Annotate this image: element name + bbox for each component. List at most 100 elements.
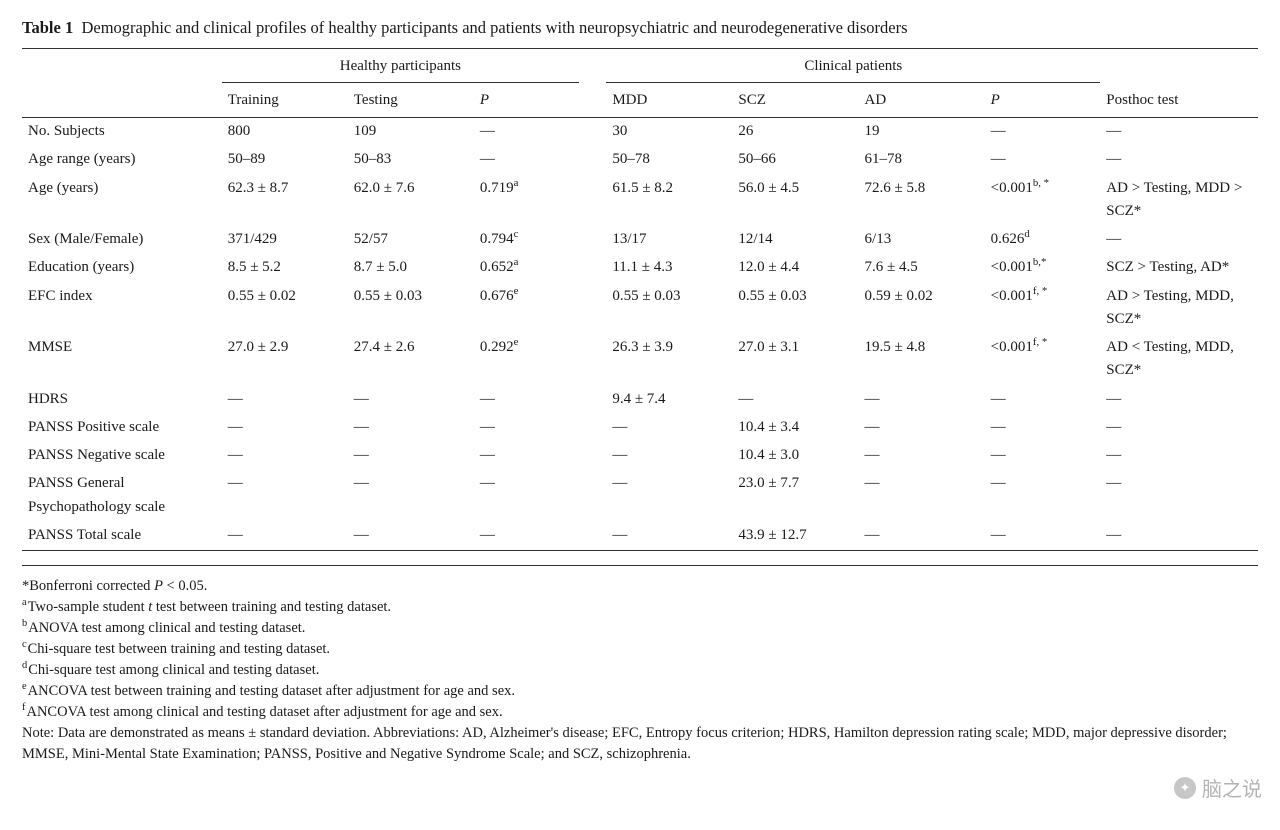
footnote-d: dChi-square test among clinical and test… [22,660,1258,681]
cell-mdd: 9.4 ± 7.4 [606,385,732,413]
cell-scz: 23.0 ± 7.7 [732,470,858,522]
row-label: MMSE [22,334,222,386]
row-label: PANSS General Psychopathology scale [22,470,222,522]
cell-p-healthy: 0.794c [474,226,579,254]
col-mdd: MDD [606,83,732,117]
gap [579,442,606,470]
cell-ad: 19.5 ± 4.8 [859,334,985,386]
cell-p-clinical: <0.001b, * [985,174,1101,226]
cell-ad: 61–78 [859,146,985,174]
cell-posthoc: — [1100,117,1258,146]
table-row: PANSS General Psychopathology scale————2… [22,470,1258,522]
cell-posthoc: AD > Testing, MDD > SCZ* [1100,174,1258,226]
cell-training: 27.0 ± 2.9 [222,334,348,386]
col-testing: Testing [348,83,474,117]
demographics-table: Healthy participants Clinical patients T… [22,48,1258,551]
cell-testing: 0.55 ± 0.03 [348,282,474,334]
cell-p-healthy: — [474,442,579,470]
table-row: No. Subjects800109—302619—— [22,117,1258,146]
cell-p-clinical: — [985,146,1101,174]
spanner-clinical: Clinical patients [606,49,1100,83]
cell-ad: 72.6 ± 5.8 [859,174,985,226]
spanner-healthy: Healthy participants [222,49,579,83]
cell-p-healthy: 0.676e [474,282,579,334]
gap [579,226,606,254]
cell-mdd: 30 [606,117,732,146]
cell-p-healthy: — [474,470,579,522]
row-label: Sex (Male/Female) [22,226,222,254]
cell-mdd: 11.1 ± 4.3 [606,254,732,282]
cell-scz: 26 [732,117,858,146]
footnote-c: cChi-square test between training and te… [22,639,1258,660]
wechat-icon: ✦ [1174,777,1196,799]
cell-p-clinical: <0.001f, * [985,282,1101,334]
cell-training: — [222,413,348,441]
row-label: Age (years) [22,174,222,226]
cell-mdd: — [606,470,732,522]
cell-scz: 56.0 ± 4.5 [732,174,858,226]
cell-testing: — [348,470,474,522]
table-row: PANSS Negative scale————10.4 ± 3.0——— [22,442,1258,470]
cell-training: — [222,385,348,413]
cell-posthoc: AD > Testing, MDD, SCZ* [1100,282,1258,334]
cell-scz: 12/14 [732,226,858,254]
table-row: MMSE27.0 ± 2.927.4 ± 2.60.292e26.3 ± 3.9… [22,334,1258,386]
cell-posthoc: — [1100,146,1258,174]
watermark: ✦ 脑之说 [1174,773,1262,802]
cell-p-healthy: 0.292e [474,334,579,386]
col-p-healthy: P [474,83,579,117]
col-p-clinical: P [985,83,1101,117]
gap [579,470,606,522]
footnote-star: *Bonferroni corrected P < 0.05. [22,576,1258,597]
cell-mdd: 50–78 [606,146,732,174]
cell-p-healthy: — [474,146,579,174]
cell-ad: 7.6 ± 4.5 [859,254,985,282]
table-footnotes: *Bonferroni corrected P < 0.05. aTwo-sam… [22,565,1258,765]
gap [579,385,606,413]
table-row: PANSS Total scale————43.9 ± 12.7——— [22,521,1258,550]
cell-testing: 52/57 [348,226,474,254]
cell-p-clinical: <0.001f, * [985,334,1101,386]
cell-training: 50–89 [222,146,348,174]
gap [579,146,606,174]
cell-training: 371/429 [222,226,348,254]
table-row: Age range (years)50–8950–83—50–7850–6661… [22,146,1258,174]
cell-mdd: 13/17 [606,226,732,254]
table-row: Education (years)8.5 ± 5.28.7 ± 5.00.652… [22,254,1258,282]
cell-testing: — [348,442,474,470]
cell-mdd: 0.55 ± 0.03 [606,282,732,334]
cell-scz: — [732,385,858,413]
table-row: HDRS———9.4 ± 7.4———— [22,385,1258,413]
cell-testing: 27.4 ± 2.6 [348,334,474,386]
gap [579,413,606,441]
footnote-a: aTwo-sample student t test between train… [22,597,1258,618]
cell-ad: — [859,413,985,441]
gap [579,254,606,282]
cell-p-healthy: — [474,413,579,441]
cell-p-clinical: — [985,117,1101,146]
cell-testing: 50–83 [348,146,474,174]
cell-scz: 10.4 ± 3.4 [732,413,858,441]
row-label: EFC index [22,282,222,334]
cell-ad: — [859,470,985,522]
cell-p-clinical: 0.626d [985,226,1101,254]
cell-mdd: 61.5 ± 8.2 [606,174,732,226]
cell-p-healthy: — [474,117,579,146]
col-training: Training [222,83,348,117]
cell-mdd: — [606,442,732,470]
row-label: Age range (years) [22,146,222,174]
cell-posthoc: — [1100,470,1258,522]
cell-p-clinical: — [985,385,1101,413]
footnote-b: bANOVA test among clinical and testing d… [22,618,1258,639]
cell-ad: — [859,442,985,470]
row-label: PANSS Total scale [22,521,222,550]
gap [579,174,606,226]
cell-testing: 62.0 ± 7.6 [348,174,474,226]
cell-testing: — [348,413,474,441]
cell-scz: 12.0 ± 4.4 [732,254,858,282]
col-scz: SCZ [732,83,858,117]
table-body: No. Subjects800109—302619——Age range (ye… [22,117,1258,550]
row-label: PANSS Positive scale [22,413,222,441]
table-caption: Demographic and clinical profiles of hea… [81,18,907,37]
col-posthoc: Posthoc test [1100,83,1258,117]
